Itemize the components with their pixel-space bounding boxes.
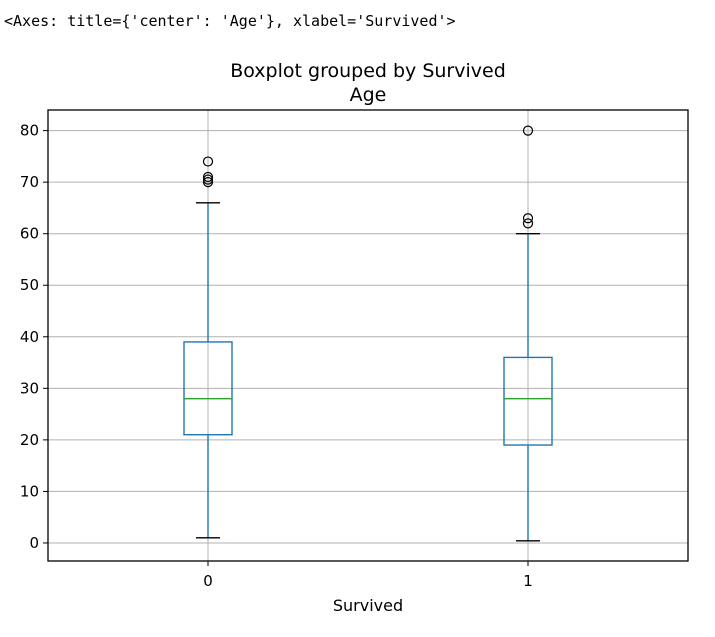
y-tick-label: 60 — [20, 225, 39, 243]
y-tick-label: 20 — [20, 431, 39, 449]
plot-frame — [47, 109, 689, 562]
grid-lines — [48, 110, 688, 561]
y-tick-label: 10 — [20, 482, 39, 500]
iqr-box — [503, 356, 553, 446]
chart-title: Age — [350, 84, 387, 106]
y-tick-label: 0 — [29, 534, 39, 552]
y-tick-label: 50 — [20, 276, 39, 294]
y-tick-label: 40 — [20, 328, 39, 346]
outlier-point — [522, 218, 534, 229]
x-tick-label: 1 — [523, 572, 533, 590]
axes-repr-output: <Axes: title={'center': 'Age'}, xlabel='… — [4, 12, 456, 30]
box-0 — [183, 156, 233, 539]
outlier-point — [202, 174, 214, 185]
chart-suptitle: Boxplot grouped by Survived — [230, 60, 506, 82]
iqr-box — [183, 341, 233, 436]
y-axis: 0 10 20 30 40 50 60 70 80 — [20, 122, 48, 552]
y-tick-label: 70 — [20, 173, 39, 191]
box-1 — [503, 125, 553, 542]
outlier-point — [202, 171, 214, 183]
outlier-point — [522, 213, 534, 224]
box-group — [183, 125, 553, 542]
y-tick-label: 80 — [20, 122, 39, 140]
x-tick-label: 0 — [203, 572, 213, 590]
outlier-point — [522, 125, 534, 136]
x-axis-label: Survived — [333, 596, 403, 615]
outlier-point — [202, 177, 214, 188]
outlier-point — [202, 156, 214, 167]
y-tick-label: 30 — [20, 379, 39, 397]
